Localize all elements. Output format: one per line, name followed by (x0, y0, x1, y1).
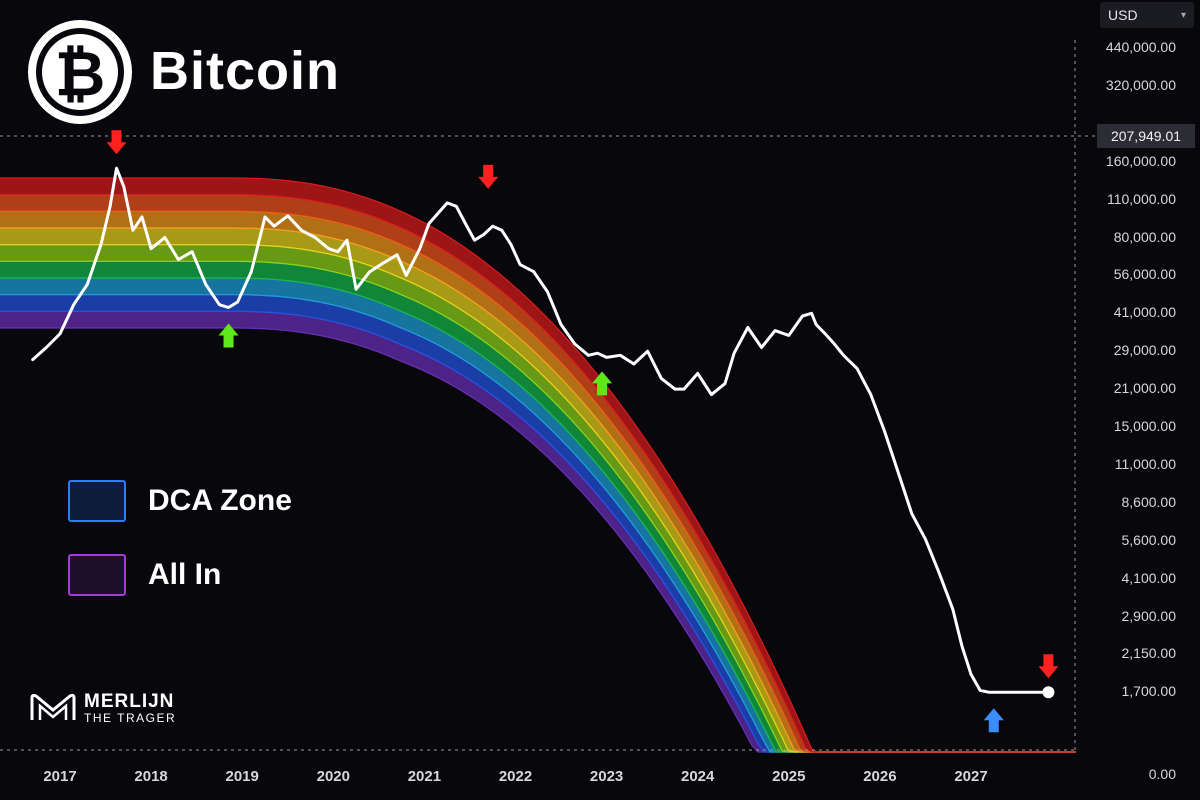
price-end-dot (1042, 686, 1055, 699)
x-tick-label: 2019 (225, 768, 259, 785)
y-tick-label: 2,900.00 (1121, 607, 1177, 624)
y-tick-label: 160,000.00 (1105, 152, 1176, 169)
sell-arrow-icon (106, 130, 127, 155)
watermark-name: MERLIJN (84, 690, 175, 712)
signal-markers (106, 130, 1059, 733)
legend-label-all-in: All In (148, 558, 222, 591)
legend-item-dca-zone: DCA Zone (68, 480, 292, 522)
y-tick-label: 1,700.00 (1121, 683, 1177, 700)
y-tick-label: 41,000.00 (1113, 304, 1176, 321)
x-tick-label: 2018 (134, 768, 168, 785)
chevron-down-icon: ▾ (1180, 9, 1186, 21)
currency-label: USD (1108, 7, 1138, 23)
rainbow-bands (0, 177, 1076, 753)
current-price-tag: 207,949.01 (1097, 124, 1195, 148)
buy-arrow-icon (592, 371, 613, 396)
x-tick-label: 2021 (407, 768, 442, 785)
x-tick-label: 2024 (681, 768, 715, 785)
y-tick-label: 2,150.00 (1121, 645, 1177, 662)
sell-arrow-icon (478, 164, 499, 189)
y-tick-label: 440,000.00 (1105, 39, 1176, 55)
y-tick-label: 5,600.00 (1121, 531, 1177, 548)
y-tick-label: 29,000.00 (1113, 342, 1176, 359)
buy-arrow-icon (983, 708, 1004, 733)
buy-arrow-icon (218, 323, 239, 348)
page-title: Bitcoin (150, 41, 340, 101)
currency-select[interactable]: USD ▾ (1100, 2, 1194, 28)
y-tick-label: 56,000.00 (1113, 266, 1176, 283)
y-tick-label: 8,600.00 (1121, 493, 1177, 510)
watermark-sub: THE TRAGER (84, 710, 177, 725)
legend-swatch-dca-zone (68, 480, 126, 522)
x-tick-label: 2025 (772, 768, 806, 785)
y-tick-label: 110,000.00 (1106, 190, 1176, 207)
y-tick-label: 320,000.00 (1105, 76, 1176, 93)
price-line (31, 166, 1050, 694)
x-tick-label: 2026 (863, 768, 897, 785)
bitcoin-logo-icon: ₿ (28, 20, 132, 124)
legend-item-all-in: All In (68, 554, 221, 596)
y-tick-label: 11,000.00 (1114, 455, 1176, 472)
watermark-logo: MERLIJN THE TRAGER (28, 690, 176, 726)
y-tick-label: 80,000.00 (1113, 228, 1176, 245)
merlijn-logo-icon (30, 693, 76, 720)
legend-label-dca-zone: DCA Zone (148, 484, 292, 517)
y-tick-label: 0.00 (1148, 766, 1176, 782)
legend-swatch-all-in (68, 554, 126, 596)
rainbow-band (0, 177, 1076, 753)
y-tick-label: 21,000.00 (1113, 380, 1176, 397)
svg-text:₿: ₿ (55, 40, 106, 109)
x-tick-label: 2017 (43, 768, 77, 785)
sell-arrow-icon (1038, 654, 1059, 679)
y-tick-label: 15,000.00 (1113, 418, 1176, 434)
y-tick-label: 4,100.00 (1121, 569, 1177, 586)
x-tick-label: 2027 (954, 768, 988, 785)
x-tick-label: 2022 (498, 768, 533, 785)
x-tick-label: 2023 (589, 768, 624, 785)
x-tick-label: 2020 (316, 768, 350, 785)
